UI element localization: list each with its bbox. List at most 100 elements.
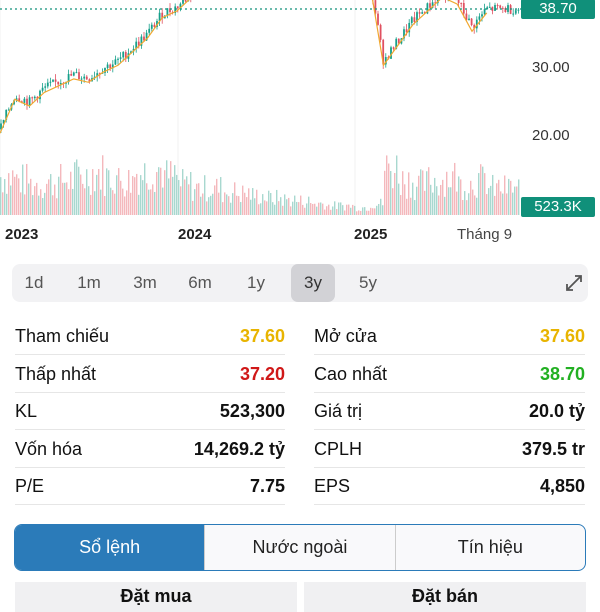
volume-bar [202, 193, 203, 215]
volume-bar [28, 184, 29, 215]
candle-body [117, 59, 119, 60]
volume-bar [336, 209, 337, 215]
candle-body [507, 5, 509, 12]
volume-bar [392, 188, 393, 215]
volume-bar [130, 193, 131, 215]
volume-bar [310, 203, 311, 215]
period-6m[interactable]: 6m [178, 264, 222, 302]
candle-body [143, 37, 145, 41]
volume-bar [186, 176, 187, 215]
volume-bar [14, 177, 15, 215]
volume-bar [210, 196, 211, 215]
tab-so-lenh[interactable]: Sổ lệnh [15, 525, 204, 570]
volume-bar [448, 187, 449, 215]
volume-bar [422, 170, 423, 215]
volume-bar [242, 186, 243, 215]
volume-bar [126, 190, 127, 215]
volume-bar [8, 173, 9, 215]
period-3m[interactable]: 3m [123, 264, 167, 302]
volume-bar [18, 178, 19, 215]
volume-bar [274, 205, 275, 215]
volume-bar [128, 170, 129, 215]
period-1y[interactable]: 1y [234, 264, 278, 302]
candle-body [76, 72, 78, 73]
candle-body [481, 14, 483, 16]
stat-label: EPS [314, 476, 350, 497]
volume-bar [190, 172, 191, 215]
candle-body [34, 97, 36, 98]
volume-bar [54, 185, 55, 215]
volume-bar [426, 171, 427, 215]
volume-bar [26, 164, 27, 215]
price-chart[interactable] [0, 0, 600, 220]
x-tick-label: Tháng 9 [457, 226, 512, 243]
volume-bar [166, 160, 167, 215]
volume-bar [450, 187, 451, 215]
stat-label: Cao nhất [314, 364, 387, 385]
volume-bar [462, 200, 463, 215]
period-3y[interactable]: 3y [291, 264, 335, 302]
candle-body [499, 5, 501, 7]
candle-body [494, 5, 496, 11]
volume-bar [456, 192, 457, 215]
candle-body [86, 77, 88, 80]
volume-bar [68, 189, 69, 215]
stat-label: CPLH [314, 439, 362, 460]
volume-bar [418, 176, 419, 215]
volume-bar [384, 171, 385, 215]
period-5y[interactable]: 5y [346, 264, 390, 302]
candle-body [515, 10, 517, 13]
period-1d[interactable]: 1d [12, 264, 56, 302]
period-selector: 1d 1m 3m 6m 1y 3y 5y [12, 264, 588, 302]
volume-bar [296, 202, 297, 215]
volume-bar [96, 175, 97, 215]
volume-bar [78, 167, 79, 215]
volume-bar [148, 190, 149, 215]
volume-bar [262, 194, 263, 215]
volume-bar [260, 203, 261, 215]
volume-bar [208, 197, 209, 215]
candle-body [182, 0, 184, 4]
volume-bar [184, 179, 185, 215]
stat-label: Tham chiếu [15, 326, 109, 347]
volume-bar [324, 210, 325, 215]
volume-bar [140, 175, 141, 215]
volume-bar [192, 201, 193, 215]
volume-bar [492, 175, 493, 215]
stat-label: KL [15, 401, 37, 422]
volume-bar [430, 185, 431, 215]
volume-bar [136, 174, 137, 215]
volume-bar [330, 210, 331, 215]
volume-bar [252, 188, 253, 215]
volume-bar [284, 194, 285, 215]
candle-body [24, 99, 26, 103]
volume-bar [100, 190, 101, 215]
volume-bar [470, 181, 471, 215]
volume-bar [306, 203, 307, 215]
volume-bar [20, 192, 21, 215]
volume-bar [298, 202, 299, 215]
stat-value: 7.75 [250, 476, 285, 497]
expand-icon[interactable] [564, 273, 584, 293]
candle-body [81, 79, 83, 80]
period-1m[interactable]: 1m [67, 264, 111, 302]
candle-body [115, 59, 117, 64]
volume-bar [50, 174, 51, 215]
volume-bar [2, 192, 3, 215]
volume-bar [424, 191, 425, 215]
volume-bar [302, 205, 303, 215]
volume-bar [488, 188, 489, 215]
volume-bar [268, 191, 269, 215]
volume-bar [226, 194, 227, 215]
tab-tin-hieu[interactable]: Tín hiệu [395, 525, 585, 570]
volume-bar [370, 208, 371, 215]
candle-body [29, 97, 31, 105]
volume-bar [178, 180, 179, 215]
volume-bar [510, 181, 511, 215]
volume-bar [460, 179, 461, 215]
candle-body [107, 65, 109, 68]
tab-nuoc-ngoai[interactable]: Nước ngoài [204, 525, 394, 570]
